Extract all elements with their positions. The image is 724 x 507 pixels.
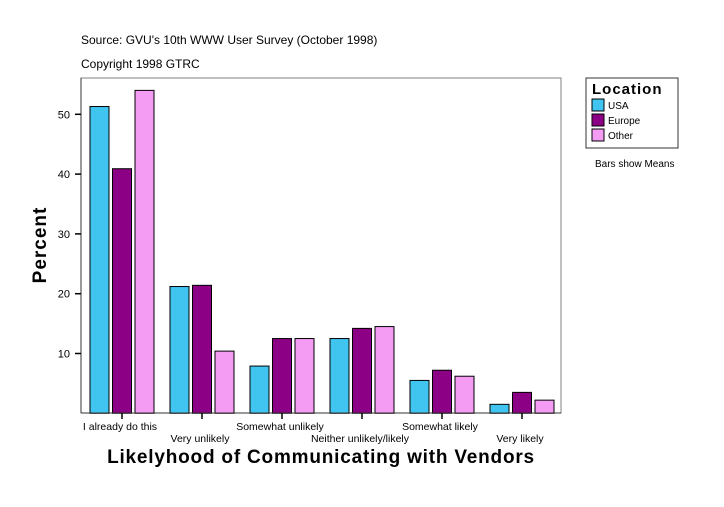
x-axis-label: Likelyhood of Communicating with Vendors: [107, 447, 535, 468]
bar-europe: [512, 391, 532, 414]
bars-show-means-note: Bars show Means: [595, 159, 674, 170]
x-tick-label: Somewhat likely: [402, 421, 479, 433]
bar-usa: [329, 338, 350, 414]
bar-other: [454, 375, 475, 414]
x-tick-label: Very unlikely: [171, 433, 231, 445]
legend-swatch-other: [591, 128, 605, 142]
legend-swatch-usa: [591, 98, 605, 112]
bar-other: [294, 338, 315, 414]
bar-europe: [352, 327, 372, 414]
source-note: Source: GVU's 10th WWW User Survey (Octo…: [81, 33, 377, 47]
x-tick-label: I already do this: [83, 421, 157, 433]
legend-swatch-europe: [591, 113, 605, 127]
x-tick-label: Neither unlikely/likely: [311, 433, 410, 445]
legend-label: USA: [608, 101, 629, 112]
x-tick-label: Very likely: [496, 433, 544, 445]
legend-title: Location: [592, 81, 663, 98]
bar-usa: [169, 286, 190, 414]
legend-label: Europe: [608, 116, 641, 127]
x-tick-label: Somewhat unlikely: [236, 421, 324, 433]
bar-other: [534, 399, 555, 414]
y-tick-label: 20: [58, 289, 70, 301]
y-tick-label: 50: [58, 109, 70, 121]
bar-usa: [409, 379, 430, 414]
copyright-note: Copyright 1998 GTRC: [81, 57, 200, 71]
bar-other: [214, 350, 235, 414]
bar-usa: [249, 365, 270, 414]
legend: Location USA Europe Other: [585, 77, 679, 149]
bar-usa: [489, 403, 510, 414]
y-tick-label: 10: [58, 349, 70, 361]
y-axis-label: Percent: [30, 207, 51, 284]
bar-other: [374, 326, 395, 414]
bar-europe: [432, 369, 452, 414]
bar-europe: [112, 168, 132, 414]
y-tick-label: 40: [58, 169, 70, 181]
bar-europe: [272, 338, 292, 414]
bar-other: [134, 89, 155, 414]
bar-usa: [89, 106, 110, 414]
y-tick-label: 30: [58, 229, 70, 241]
bar-europe: [192, 284, 212, 414]
legend-label: Other: [608, 131, 634, 142]
